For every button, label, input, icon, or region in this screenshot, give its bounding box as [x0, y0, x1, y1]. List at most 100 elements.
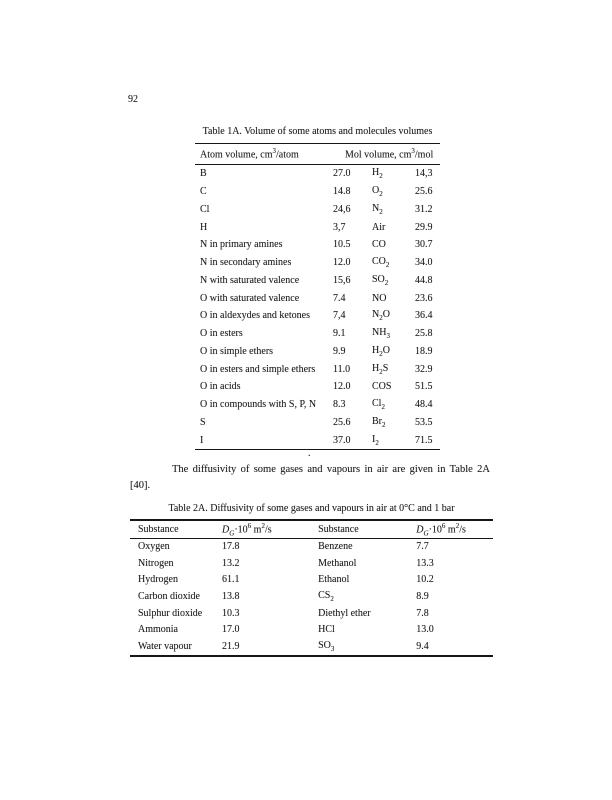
table-cell: 14.8 [333, 186, 351, 198]
table-row: Nitrogen 13.2 Methanol 13.3 [130, 555, 493, 572]
table-cell: CS2 [318, 589, 334, 603]
table-cell: O in esters [200, 328, 243, 340]
table-row: N with saturated valence 15,6 SO2 44.8 [195, 272, 440, 290]
table-cell: 15,6 [333, 274, 351, 286]
table-cell: 9.9 [333, 345, 346, 357]
table-cell: 13.8 [222, 590, 240, 602]
table-row: Carbon dioxide 13.8 CS2 8.9 [130, 588, 493, 605]
table-cell: O in simple ethers [200, 345, 274, 357]
table-1a-bottom-rule [195, 449, 440, 450]
table-cell: 10.2 [416, 574, 434, 586]
table-cell: 61.1 [222, 574, 240, 586]
table-2a-header-row: Substance DG·106 m2/s Substance DG·106 m… [130, 521, 493, 539]
table-cell: 10.5 [333, 239, 351, 251]
table-cell: 36.4 [415, 310, 433, 322]
table-cell: NH3 [372, 327, 390, 341]
page-number: 92 [128, 94, 138, 105]
table-cell: Sulphur dioxide [138, 607, 203, 619]
table-cell: O in aldexydes and ketones [200, 310, 310, 322]
table-cell: 24,6 [333, 203, 351, 215]
table-cell: 30.7 [415, 239, 433, 251]
table-cell: B [200, 168, 207, 180]
table-1a-header-mol-volume: Mol volume, cm3/mol [345, 147, 434, 161]
table-cell: N2O [372, 309, 390, 323]
table-2a-body: Substance DG·106 m2/s Substance DG·106 m… [130, 521, 493, 655]
table-cell: I [200, 434, 204, 446]
table-cell: 34.0 [415, 257, 433, 269]
table-cell: Cl2 [372, 398, 385, 412]
table-cell: H [200, 221, 208, 233]
table-cell: 12.0 [333, 257, 351, 269]
table-cell: Cl [200, 203, 210, 215]
table-row: O in acids 12.0 COS 51.5 [195, 378, 440, 396]
table-cell: 37.0 [333, 434, 351, 446]
table-cell: O in acids [200, 381, 241, 393]
table-cell: Air [372, 221, 386, 233]
table-cell: HCl [318, 624, 335, 636]
table-cell: Carbon dioxide [138, 590, 200, 602]
table-cell: 13.3 [416, 557, 434, 569]
table-cell: Ethanol [318, 574, 350, 586]
table-cell: I2 [372, 433, 379, 447]
table-1a: Table 1A. Volume of some atoms and molec… [195, 126, 440, 450]
table-cell: 8.9 [416, 590, 429, 602]
table-cell: Oxygen [138, 541, 170, 553]
table-cell: 12.0 [333, 381, 351, 393]
table-1a-body: B 27.0 H2 14,3 C 14.8 O2 25.6 Cl 24,6 N2 31.2 H 3,7 Ai… [195, 165, 440, 449]
table-2a-header-substance-1: Substance [130, 521, 223, 539]
table-cell: CO [372, 239, 386, 251]
table-cell: 8.3 [333, 399, 346, 411]
table-cell: 21.9 [222, 640, 240, 652]
table-cell: 27.0 [333, 168, 351, 180]
table-cell: N in primary amines [200, 239, 283, 251]
table-row: H 3,7 Air 29.9 [195, 218, 440, 236]
table-cell: 7.4 [333, 292, 346, 304]
table-2a-title: Table 2A. Diffusivity of some gases and … [168, 503, 455, 514]
table-2a-header-diffusivity-2: DG·106 m2/s [416, 521, 493, 539]
table-row: C 14.8 O2 25.6 [195, 183, 440, 201]
table-row: S 25.6 Br2 53.5 [195, 414, 440, 432]
table-cell: 7.8 [416, 607, 429, 619]
table-row: N in primary amines 10.5 CO 30.7 [195, 236, 440, 254]
table-row: Sulphur dioxide 10.3 Diethyl ether 7.8 [130, 605, 493, 622]
table-cell: 32.9 [415, 363, 433, 375]
table-cell: COS [372, 381, 392, 393]
table-cell: SO3 [318, 639, 335, 653]
table-cell: 17.8 [222, 541, 240, 553]
table-row: N in secondary amines 12.0 CO2 34.0 [195, 254, 440, 272]
table-cell: 13.0 [416, 624, 434, 636]
table-cell: N2 [372, 202, 383, 216]
table-cell: C [200, 186, 207, 198]
table-cell: Ammonia [138, 624, 178, 636]
table-cell: 7.7 [416, 541, 429, 553]
table-row: O in aldexydes and ketones 7,4 N2O 36.4 [195, 307, 440, 325]
table-row: O in esters and simple ethers 11.0 H2S 32.9 [195, 360, 440, 378]
table-cell: Methanol [318, 557, 357, 569]
body-paragraph: The diffusivity of some gases and vapour… [130, 462, 490, 494]
table-row: Cl 24,6 N2 31.2 [195, 201, 440, 219]
table-cell: N with saturated valence [200, 274, 300, 286]
table-cell: 10.3 [222, 607, 240, 619]
paragraph-citation: [40]. [130, 480, 151, 491]
table-cell: 25.6 [415, 186, 433, 198]
table-row: Ammonia 17.0 HCl 13.0 [130, 621, 493, 638]
table-cell: 17.0 [222, 624, 240, 636]
table-row: O with saturated valence 7.4 NO 23.6 [195, 289, 440, 307]
table-cell: 11.0 [333, 363, 351, 375]
table-cell: 51.5 [415, 381, 433, 393]
table-row: I 37.0 I2 71.5 [195, 431, 440, 449]
table-row: Oxygen 17.8 Benzene 7.7 [130, 538, 493, 555]
table-cell: 25.6 [333, 416, 351, 428]
table-row: Water vapour 21.9 SO3 9.4 [130, 638, 493, 655]
table-cell: 25.8 [415, 328, 433, 340]
table-cell: 31.2 [415, 203, 433, 215]
table-2a-header-diffusivity-1: DG·106 m2/s [222, 521, 319, 539]
table-cell: 71.5 [415, 434, 433, 446]
table-row: B 27.0 H2 14,3 [195, 165, 440, 183]
table-2a-top-rule [130, 519, 493, 521]
table-cell: 14,3 [415, 168, 433, 180]
table-1a-header-atom-volume: Atom volume, cm3/atom [200, 147, 299, 161]
table-cell: SO2 [372, 273, 389, 287]
table-cell: 13.2 [222, 557, 240, 569]
